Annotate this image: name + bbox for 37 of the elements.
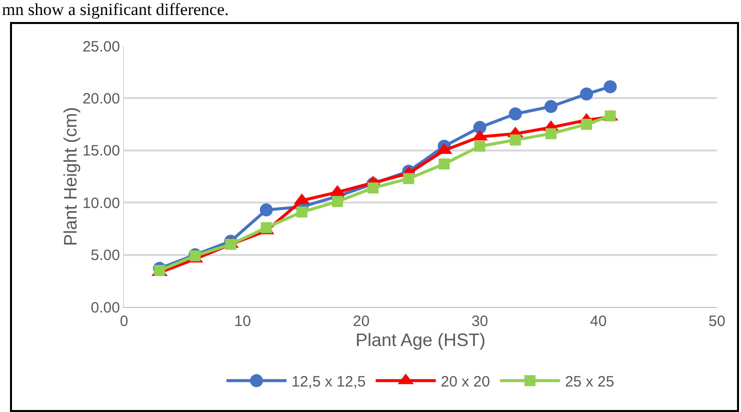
- point: [545, 128, 556, 140]
- x-tick-label: 30: [471, 313, 488, 330]
- point: [510, 134, 521, 146]
- x-tick-label: 40: [590, 313, 607, 330]
- y-tick-label: 25.00: [82, 38, 120, 56]
- point: [260, 203, 273, 216]
- point: [296, 206, 308, 218]
- x-tick-label: 20: [352, 313, 370, 330]
- point: [473, 120, 486, 134]
- point: [260, 222, 272, 234]
- y-axis-title: Plant Height (cm): [60, 106, 80, 246]
- legend-label: 25 x 25: [564, 374, 614, 391]
- text: mn show a significant difference.: [2, 0, 229, 19]
- y-tick-label: 5.00: [90, 247, 120, 264]
- point: [368, 182, 379, 194]
- legend-label: 12,5 x 12,5: [292, 374, 366, 391]
- point: [474, 140, 486, 152]
- point: [604, 80, 617, 94]
- point: [581, 118, 592, 130]
- point: [604, 110, 616, 122]
- point: [225, 238, 236, 250]
- point: [332, 196, 343, 208]
- point: [438, 158, 450, 170]
- x-axis-title: Plant Age (HST): [355, 330, 486, 350]
- y-tick-label: 10.00: [82, 194, 120, 212]
- y-tick-label: 20.00: [82, 90, 120, 108]
- point: [403, 173, 414, 184]
- x-tick-label: 0: [120, 313, 128, 330]
- x-tick-label: 50: [708, 313, 726, 330]
- point: [508, 107, 522, 120]
- y-tick-label: 0.00: [90, 299, 120, 316]
- y-tick-label: 15.00: [82, 142, 120, 160]
- point: [580, 88, 594, 101]
- legend-label: 20 x 20: [440, 374, 490, 391]
- point: [544, 100, 558, 114]
- x-tick-label: 10: [234, 313, 251, 330]
- point: [154, 264, 166, 276]
